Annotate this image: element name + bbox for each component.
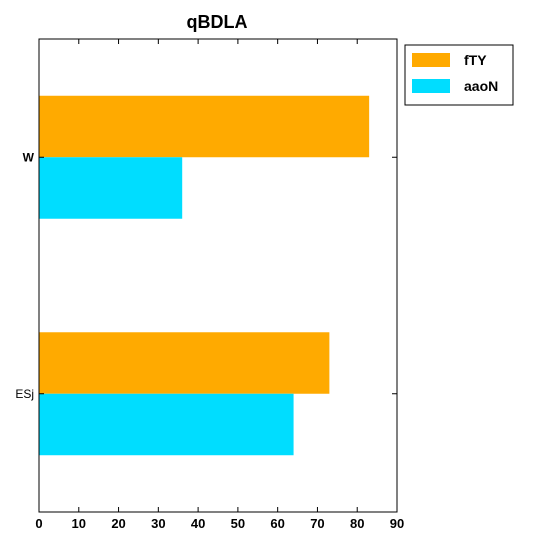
bars-group	[39, 96, 369, 455]
legend-label-fTY: fTY	[464, 52, 487, 68]
bar-fTY-W	[39, 96, 369, 157]
legend-swatch-fTY	[412, 53, 450, 67]
bar-aaoN-W	[39, 157, 182, 218]
x-tick-label: 40	[191, 516, 205, 531]
legend-swatch-aaoN	[412, 79, 450, 93]
legend-label-aaoN: aaoN	[464, 78, 498, 94]
x-tick-label: 80	[350, 516, 364, 531]
bar-fTY-ESj	[39, 332, 329, 393]
x-tick-label: 20	[111, 516, 125, 531]
legend: fTY aaoN	[405, 45, 513, 105]
y-tick-label: W	[23, 150, 35, 164]
x-tick-label: 30	[151, 516, 165, 531]
chart-title: qBDLA	[187, 12, 248, 32]
y-tick-label: ESj	[15, 387, 34, 401]
x-tick-label: 70	[310, 516, 324, 531]
x-tick-label: 90	[390, 516, 404, 531]
x-tick-label: 0	[35, 516, 42, 531]
x-tick-label: 50	[231, 516, 245, 531]
x-tick-label: 10	[72, 516, 86, 531]
x-tick-label: 60	[270, 516, 284, 531]
bar-aaoN-ESj	[39, 394, 294, 455]
